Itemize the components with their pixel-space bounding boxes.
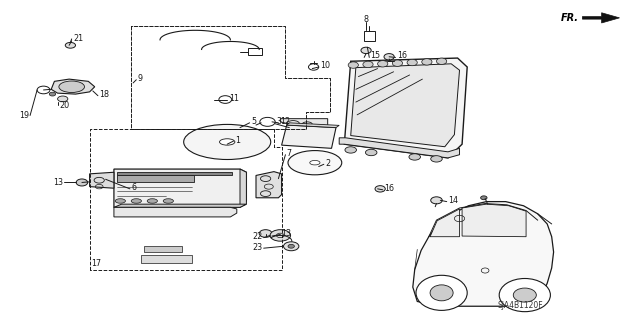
Text: 14: 14: [448, 197, 458, 205]
Polygon shape: [282, 125, 336, 148]
Ellipse shape: [131, 199, 141, 203]
Text: 19: 19: [19, 111, 29, 120]
Text: 13: 13: [52, 178, 63, 187]
Text: 12: 12: [280, 117, 291, 126]
Text: 20: 20: [59, 101, 69, 110]
Ellipse shape: [422, 59, 432, 65]
Text: 17: 17: [91, 259, 101, 268]
Ellipse shape: [310, 160, 320, 165]
Polygon shape: [90, 172, 114, 188]
Polygon shape: [344, 58, 467, 158]
Ellipse shape: [436, 58, 447, 64]
Polygon shape: [114, 207, 237, 217]
Ellipse shape: [49, 92, 56, 96]
Text: 18: 18: [99, 90, 109, 99]
Text: 5: 5: [251, 117, 256, 126]
Ellipse shape: [288, 151, 342, 175]
Polygon shape: [339, 138, 460, 158]
Text: 15: 15: [371, 51, 381, 60]
Text: 10: 10: [320, 61, 330, 70]
Bar: [117, 172, 232, 175]
Text: FR.: FR.: [561, 13, 579, 23]
Ellipse shape: [499, 278, 550, 312]
Ellipse shape: [184, 124, 271, 160]
Ellipse shape: [115, 199, 125, 203]
Ellipse shape: [481, 196, 487, 200]
Text: 21: 21: [74, 34, 84, 43]
Text: 23: 23: [252, 243, 262, 252]
Ellipse shape: [392, 60, 403, 66]
Ellipse shape: [431, 156, 442, 162]
Polygon shape: [287, 123, 339, 128]
Text: SJA4B1120F: SJA4B1120F: [498, 301, 543, 310]
Ellipse shape: [65, 42, 76, 48]
Ellipse shape: [409, 154, 420, 160]
Text: 3: 3: [276, 117, 282, 126]
Text: 7: 7: [287, 149, 292, 158]
Bar: [144, 246, 182, 252]
Bar: [117, 175, 194, 182]
Text: 1: 1: [236, 137, 241, 145]
Text: 16: 16: [384, 184, 394, 193]
Ellipse shape: [375, 186, 385, 192]
Ellipse shape: [365, 149, 377, 156]
Ellipse shape: [58, 96, 68, 102]
Text: 9: 9: [138, 74, 143, 83]
Bar: [248, 48, 262, 55]
Ellipse shape: [59, 81, 84, 93]
Text: 6: 6: [131, 183, 136, 192]
Ellipse shape: [361, 47, 371, 54]
Text: 22: 22: [252, 232, 262, 241]
Text: 16: 16: [397, 51, 407, 60]
Ellipse shape: [431, 197, 442, 204]
Polygon shape: [582, 13, 620, 23]
Polygon shape: [256, 172, 282, 198]
Polygon shape: [240, 169, 246, 207]
Ellipse shape: [513, 288, 536, 302]
Polygon shape: [413, 202, 554, 306]
Ellipse shape: [416, 275, 467, 310]
Ellipse shape: [363, 61, 373, 68]
Text: 8: 8: [364, 15, 369, 24]
Ellipse shape: [430, 285, 453, 301]
Ellipse shape: [163, 199, 173, 203]
Ellipse shape: [378, 61, 388, 67]
Ellipse shape: [407, 59, 417, 66]
Polygon shape: [462, 204, 526, 237]
Ellipse shape: [76, 179, 88, 186]
Text: 13: 13: [282, 229, 292, 238]
Ellipse shape: [384, 54, 394, 60]
Polygon shape: [51, 79, 95, 94]
Polygon shape: [114, 169, 246, 207]
Polygon shape: [280, 119, 328, 128]
Ellipse shape: [147, 199, 157, 203]
Ellipse shape: [259, 230, 272, 237]
Polygon shape: [114, 204, 246, 207]
Bar: [364, 31, 375, 41]
Bar: [141, 255, 192, 263]
Ellipse shape: [288, 244, 294, 248]
Ellipse shape: [220, 139, 235, 145]
Ellipse shape: [345, 147, 356, 153]
Ellipse shape: [270, 230, 291, 241]
Text: 11: 11: [229, 94, 239, 103]
Ellipse shape: [284, 242, 299, 251]
Polygon shape: [430, 209, 460, 237]
Polygon shape: [351, 64, 460, 147]
Ellipse shape: [348, 62, 358, 68]
Text: 2: 2: [325, 159, 330, 168]
